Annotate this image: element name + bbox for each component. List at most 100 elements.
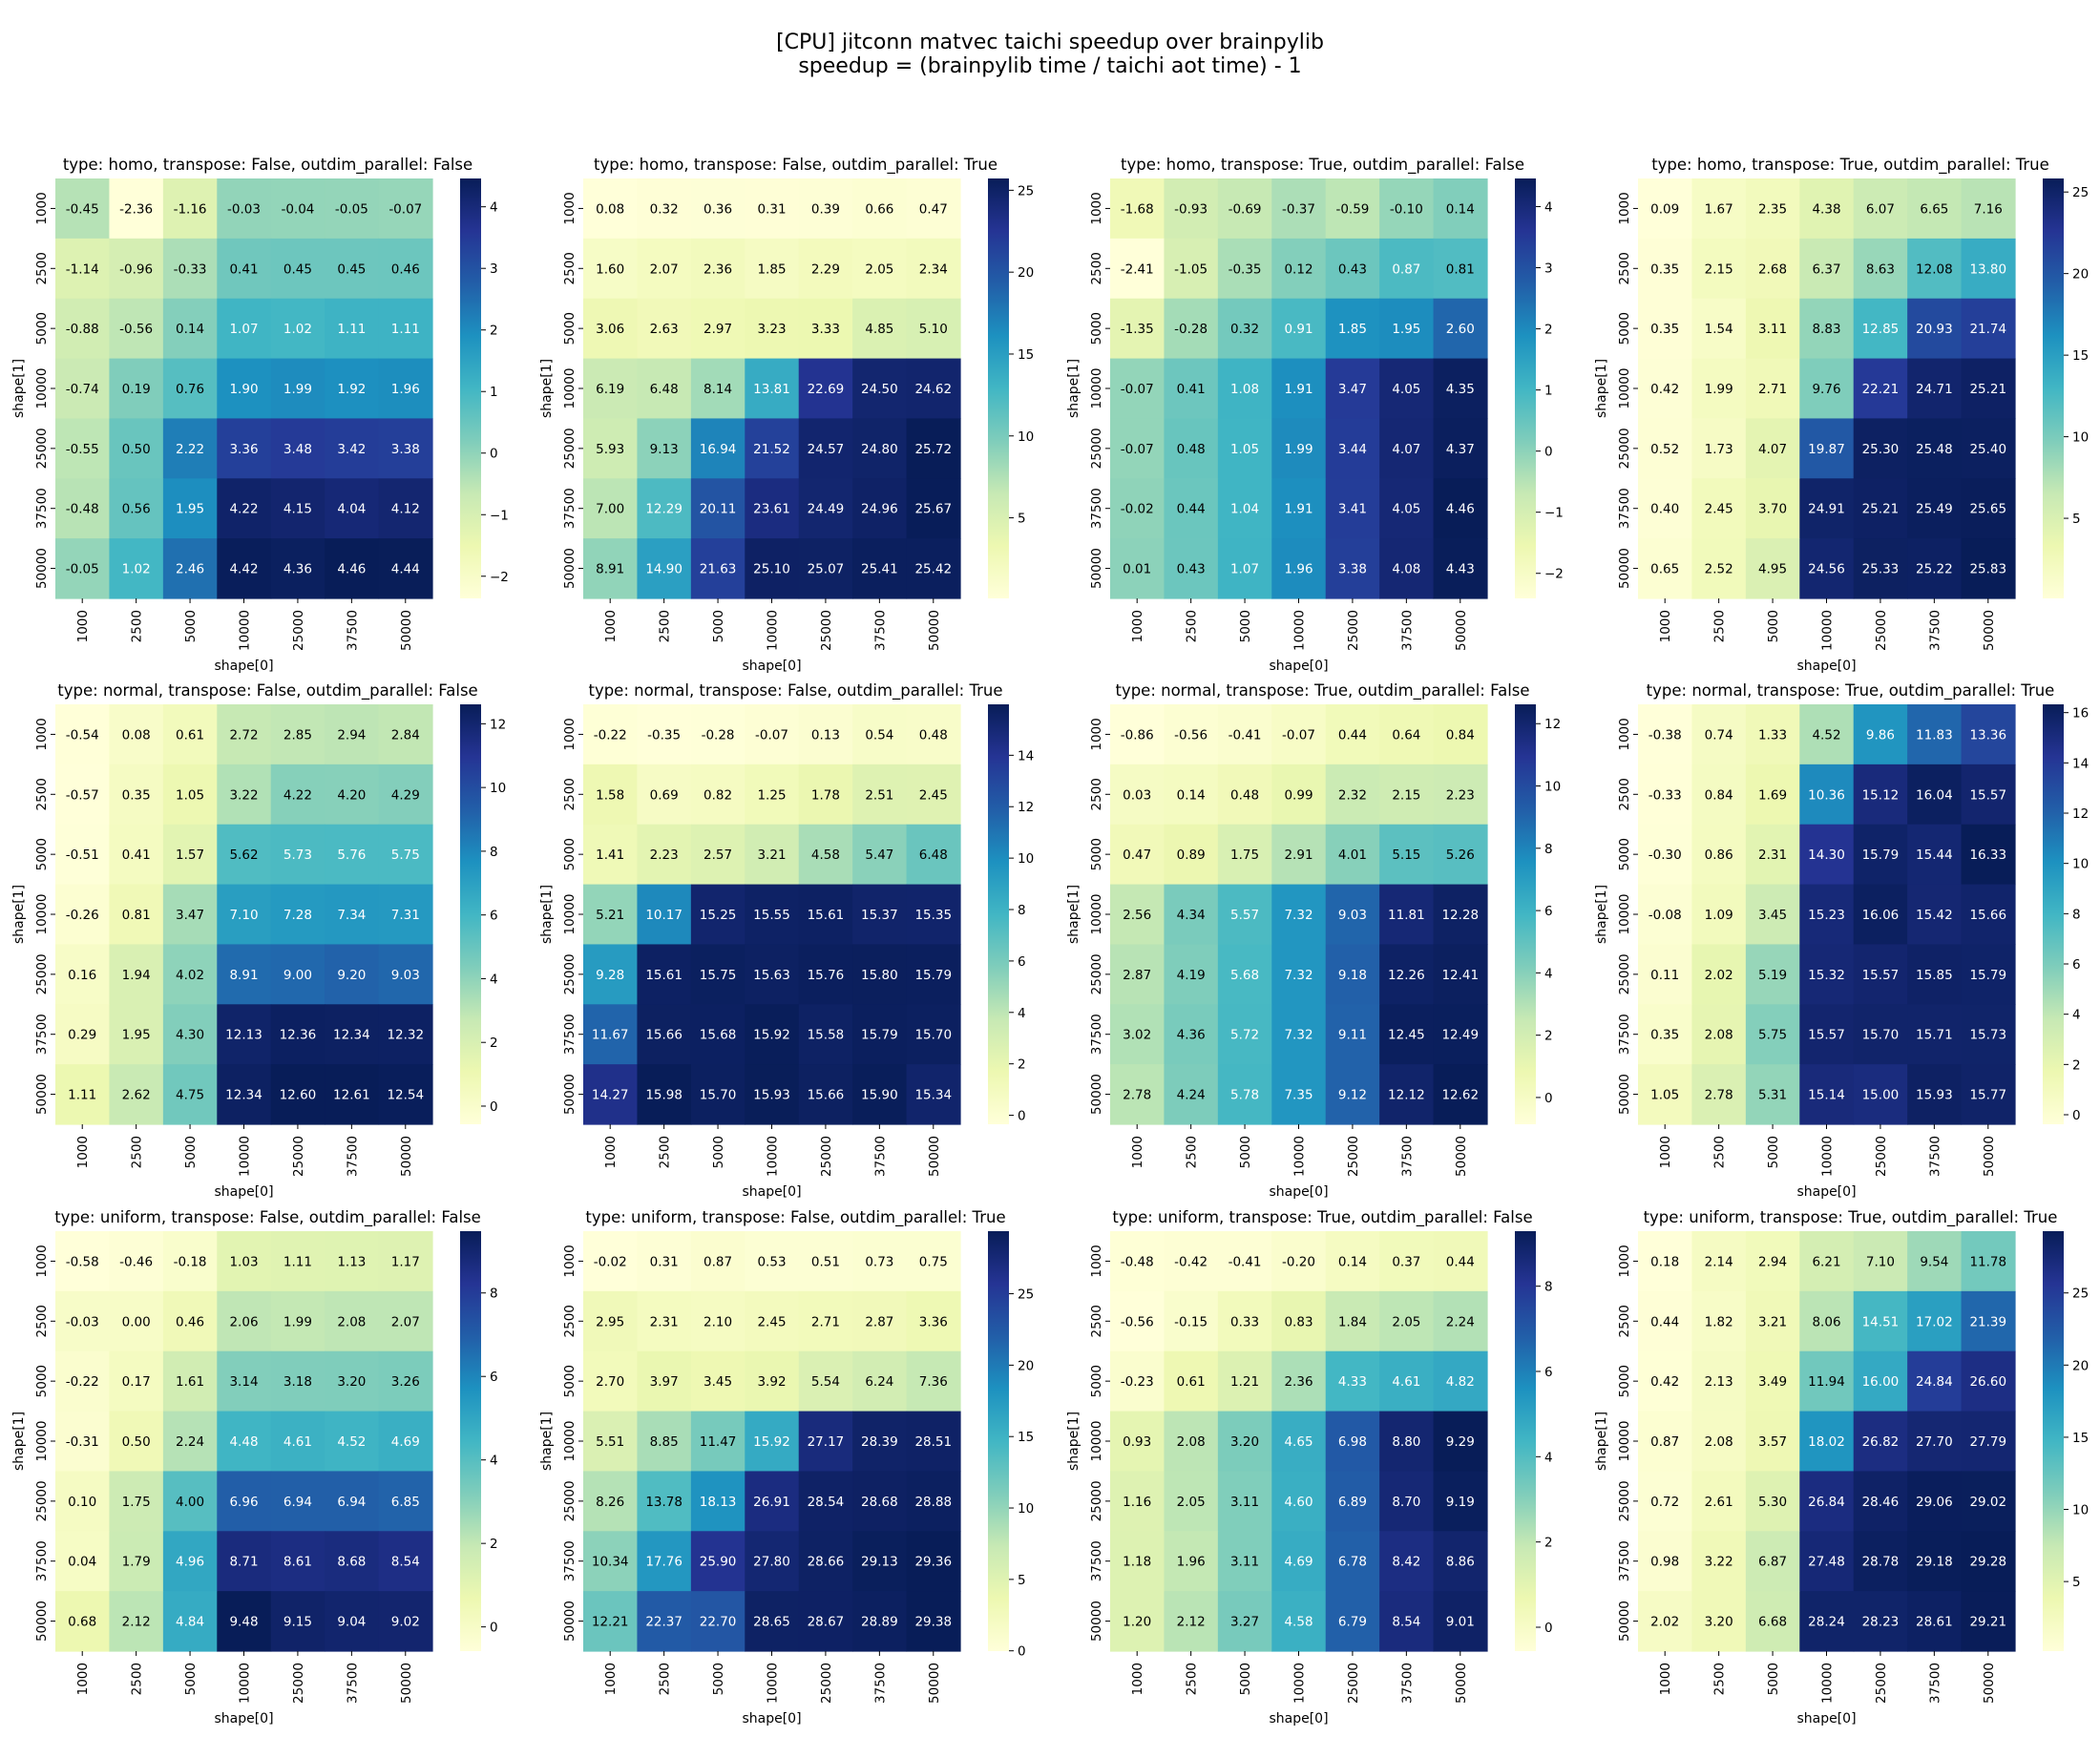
heatmap-cell — [270, 1231, 326, 1292]
cell-value-label: 16.04 — [1916, 787, 1953, 803]
x-tick-label: 25000 — [291, 610, 306, 651]
heatmap-cell — [1853, 418, 1908, 479]
cell-value-label: 3.49 — [1758, 1374, 1787, 1390]
cell-value-label: 4.29 — [391, 787, 420, 803]
cell-value-label: 0.50 — [122, 1434, 151, 1450]
heatmap-cell — [1271, 1350, 1327, 1413]
heatmap-cell — [1853, 1290, 1908, 1352]
cell-value-label: 1.85 — [757, 262, 786, 277]
colorbar — [988, 704, 1009, 1124]
cell-value-label: 0.44 — [1650, 1314, 1679, 1329]
heatmap-cell — [798, 298, 853, 360]
cell-value-label: 2.06 — [229, 1314, 258, 1329]
heatmap-cell — [745, 824, 800, 886]
cell-value-label: 0.86 — [1705, 848, 1733, 863]
heatmap-cell — [637, 1231, 692, 1292]
heatmap-cell — [1745, 824, 1800, 886]
heatmap-cell — [690, 298, 746, 360]
heatmap-cell — [1379, 824, 1435, 886]
heatmap-cell — [378, 358, 433, 420]
heatmap-cell — [1799, 358, 1855, 420]
cell-value-label: 0.56 — [122, 502, 151, 517]
heatmap-svg: type: uniform, transpose: False, outdim_… — [539, 1208, 1034, 1727]
heatmap-cell — [1961, 1591, 2016, 1652]
cell-value-label: -0.23 — [1121, 1374, 1154, 1390]
heatmap-cell — [378, 538, 433, 599]
heatmap-cell — [1325, 238, 1380, 300]
colorbar-tick-label: 5 — [1018, 1573, 1026, 1588]
cell-value-label: 22.70 — [700, 1615, 737, 1630]
figure-title: [CPU] jitconn matvec taichi speedup over… — [776, 31, 1324, 54]
cell-value-label: 11.81 — [1388, 908, 1425, 923]
heatmap-cell — [378, 764, 433, 826]
heatmap-cell — [798, 1591, 853, 1652]
y-tick-label: 37500 — [1089, 1540, 1104, 1581]
cell-value-label: 9.20 — [337, 968, 366, 983]
cell-value-label: -0.28 — [1174, 322, 1208, 337]
cell-value-label: 3.18 — [284, 1374, 312, 1390]
cell-value-label: 9.03 — [1338, 908, 1367, 923]
cell-value-label: 0.99 — [1284, 787, 1312, 803]
cell-value-label: 5.93 — [596, 442, 624, 457]
heatmap-cell — [1799, 1471, 1855, 1532]
y-tick-label: 37500 — [1617, 1014, 1632, 1055]
colorbar-tick-label: 2 — [1018, 1057, 1026, 1073]
cell-value-label: 0.41 — [229, 262, 258, 277]
x-tick-label: 37500 — [1399, 1136, 1415, 1177]
cell-value-label: 3.92 — [757, 1374, 786, 1390]
heatmap-cell — [1217, 238, 1272, 300]
heatmap-cell — [1961, 824, 2016, 886]
cell-value-label: 0.81 — [122, 908, 151, 923]
heatmap-cell — [1961, 358, 2016, 420]
heatmap-cell — [745, 418, 800, 479]
cell-value-label: 2.36 — [704, 262, 732, 277]
heatmap-cell — [798, 884, 853, 946]
cell-value-label: 3.22 — [229, 787, 258, 803]
heatmap-cell — [1638, 1290, 1693, 1352]
colorbar-tick-label: 6 — [490, 909, 498, 924]
heatmap-cell — [1961, 1350, 2016, 1413]
heatmap-panel: type: normal, transpose: True, outdim_pa… — [1590, 676, 2100, 1210]
cell-value-label: 6.89 — [1338, 1495, 1367, 1510]
heatmap-cell — [217, 1290, 272, 1352]
heatmap-cell — [325, 764, 380, 826]
cell-value-label: 2.29 — [811, 262, 840, 277]
cell-value-label: 0.48 — [1230, 787, 1259, 803]
cell-value-label: 25.22 — [1916, 562, 1953, 577]
cell-value-label: 9.86 — [1866, 727, 1895, 743]
cell-value-label: 3.36 — [229, 442, 258, 457]
cell-value-label: 6.79 — [1338, 1615, 1367, 1630]
heatmap-cell — [745, 298, 800, 360]
cell-value-label: 0.84 — [1705, 787, 1733, 803]
heatmap-cell — [1907, 944, 1963, 1005]
heatmap-cell — [1217, 1064, 1272, 1125]
colorbar — [988, 1231, 1009, 1651]
heatmap-cell — [852, 1064, 908, 1125]
cell-value-label: 20.11 — [700, 502, 737, 517]
heatmap-cell — [1433, 944, 1488, 1005]
heatmap-cell — [637, 178, 692, 240]
cell-value-label: 25.41 — [861, 562, 898, 577]
cell-value-label: 1.85 — [1338, 322, 1367, 337]
cell-value-label: 1.69 — [1758, 787, 1787, 803]
cell-value-label: 27.48 — [1808, 1555, 1845, 1570]
cell-value-label: 25.30 — [1862, 442, 1900, 457]
colorbar-tick-label: 2 — [2072, 1057, 2081, 1073]
colorbar-tick-label: 4 — [1018, 1006, 1026, 1021]
cell-value-label: 29.36 — [914, 1555, 952, 1570]
heatmap-cell — [637, 1290, 692, 1352]
cell-value-label: 12.49 — [1441, 1028, 1479, 1043]
cell-value-label: 26.84 — [1808, 1495, 1845, 1510]
cell-value-label: 1.96 — [1177, 1555, 1206, 1570]
heatmap-cell — [1271, 178, 1327, 240]
cell-value-label: 9.29 — [1446, 1434, 1475, 1450]
heatmap-cell — [1325, 884, 1380, 946]
colorbar — [2043, 704, 2064, 1124]
y-axis-label: shape[1] — [539, 1412, 555, 1471]
cell-value-label: 1.11 — [68, 1088, 96, 1103]
cell-value-label: 22.37 — [645, 1615, 682, 1630]
heatmap-cell — [325, 1471, 380, 1532]
y-tick-label: 5000 — [562, 1365, 578, 1397]
heatmap-cell — [378, 1064, 433, 1125]
heatmap-cell — [690, 1591, 746, 1652]
